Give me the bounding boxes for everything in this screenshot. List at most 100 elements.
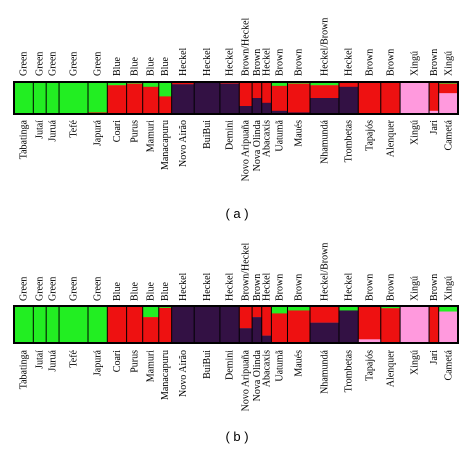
top-label: Green	[93, 277, 104, 301]
top-label: Heckel	[225, 47, 236, 76]
top-label: Heckel	[202, 272, 213, 301]
top-label: Heckel	[262, 47, 273, 76]
bar-segment-3-green	[46, 82, 60, 115]
top-label: Heckel	[262, 272, 273, 301]
top-label: Brown	[294, 49, 305, 76]
top-label: Brown/Heckel	[241, 242, 252, 301]
bottom-label: Novo Aripuaña	[241, 119, 252, 181]
bar-segment-9-green	[158, 82, 173, 97]
bottom-label: Maués	[294, 120, 305, 147]
bottom-label: Jari	[429, 120, 440, 135]
top-label: Xingú	[443, 276, 454, 301]
bottom-label: Nhamundá	[319, 119, 330, 163]
bar-segment-6-red	[107, 306, 127, 344]
bottom-label: Tabatinga	[19, 119, 30, 159]
bottom-label: Tapajós	[365, 120, 376, 151]
bar-segment-21-green	[380, 306, 401, 309]
top-label: Blue	[112, 57, 123, 76]
bar-segment-19-red	[338, 82, 359, 87]
bar-segment-12-purple	[219, 83, 240, 115]
bottom-label: Jari	[429, 350, 440, 365]
panel-b: Green Tabatinga Green Jutaí Green Juruá Green T…	[13, 242, 459, 444]
bar-segment-17-red	[287, 83, 311, 113]
bar-segment-11-purple	[194, 306, 221, 344]
top-label: Brown	[429, 274, 440, 301]
bar-segment-13-red	[239, 82, 253, 107]
bar-segment-7-red	[126, 83, 144, 114]
bottom-label: Maués	[294, 350, 305, 377]
bottom-label: Novo Aripuaña	[241, 349, 252, 411]
bottom-label: Uatumã	[274, 349, 285, 381]
bottom-label: Demini	[225, 350, 236, 380]
bar-segment-5-green	[88, 306, 108, 344]
bar-segment-19-green	[338, 306, 359, 311]
bar-segment-8-red	[142, 317, 160, 344]
bottom-label: Coari	[112, 350, 123, 372]
bar-segment-8-red	[142, 86, 160, 115]
top-label: Brown	[429, 49, 440, 76]
bottom-label: Mamuri	[146, 120, 157, 152]
bottom-label: Cametá	[443, 349, 454, 380]
bottom-label: Juruá	[48, 119, 59, 141]
top-label: Xingú	[410, 51, 421, 76]
bar-segment-2-green	[33, 306, 47, 344]
bar-segment-1-green	[14, 82, 34, 114]
bottom-label: Xingú	[410, 350, 421, 375]
bottom-label: Nova Olinda	[252, 349, 263, 401]
bar-segment-9-red	[158, 96, 173, 115]
bottom-label: Jutaí	[35, 350, 46, 369]
bottom-label: Jutaí	[35, 120, 46, 139]
top-label: Heckel	[202, 47, 213, 76]
top-label: Blue	[130, 282, 141, 301]
bar-segment-14-red	[252, 306, 263, 318]
top-label: Brown	[385, 274, 396, 301]
top-label: Blue	[146, 282, 157, 301]
top-label: Green	[48, 277, 59, 301]
bottom-label: Trombetas	[344, 120, 355, 163]
bar-segment-3-green	[46, 306, 60, 344]
bar-segment-14-purple	[252, 98, 263, 115]
bar-segment-20-pink	[358, 339, 382, 344]
top-label: Blue	[160, 282, 171, 301]
bar-segment-14-purple	[252, 317, 263, 344]
bar-segment-13-purple	[239, 328, 253, 344]
top-label: Blue	[160, 57, 171, 76]
top-label: Heckel/Brown	[319, 243, 330, 301]
top-label: Green	[19, 52, 30, 76]
bottom-label: Manacapuru	[160, 350, 171, 400]
bar-segment-16-red	[271, 85, 288, 111]
top-label: Brown	[274, 274, 285, 301]
bar-segment-17-green	[287, 306, 311, 311]
top-label: Green	[35, 277, 46, 301]
top-label: Brown	[385, 49, 396, 76]
bottom-label: BuiBui	[202, 120, 213, 149]
top-label: Green	[69, 52, 80, 76]
bar-segment-13-red	[239, 306, 253, 329]
bottom-label: Novo Airão	[178, 120, 189, 167]
bar-segment-12-purple	[219, 306, 240, 344]
panel-caption: ( b )	[225, 429, 248, 444]
bar-frame	[13, 81, 459, 115]
bottom-label: Cametá	[443, 119, 454, 150]
top-label: Blue	[112, 282, 123, 301]
bar-segment-23-red	[429, 306, 440, 344]
bar-segment-16-green	[271, 82, 288, 87]
top-label: Heckel	[344, 47, 355, 76]
bar-segment-23-pink	[429, 110, 440, 115]
bottom-label: Manacapuru	[160, 120, 171, 170]
bottom-label: Tefé	[69, 349, 80, 367]
top-label: Blue	[146, 57, 157, 76]
top-label: Heckel	[178, 272, 189, 301]
bottom-label: Japurá	[93, 349, 104, 376]
top-label: Heckel	[344, 272, 355, 301]
bar-segment-21-red	[380, 308, 401, 344]
top-label: Xingú	[410, 276, 421, 301]
bar-segment-16-red	[271, 313, 288, 344]
bottom-label: Juruá	[48, 349, 59, 371]
bar-segment-15-purple	[261, 102, 272, 115]
bar-segment-24-red	[438, 83, 459, 94]
bottom-label: Tapajós	[365, 350, 376, 381]
bar-segment-15-red	[261, 306, 272, 336]
top-label: Green	[48, 52, 59, 76]
bar-segment-18-green	[310, 82, 340, 86]
